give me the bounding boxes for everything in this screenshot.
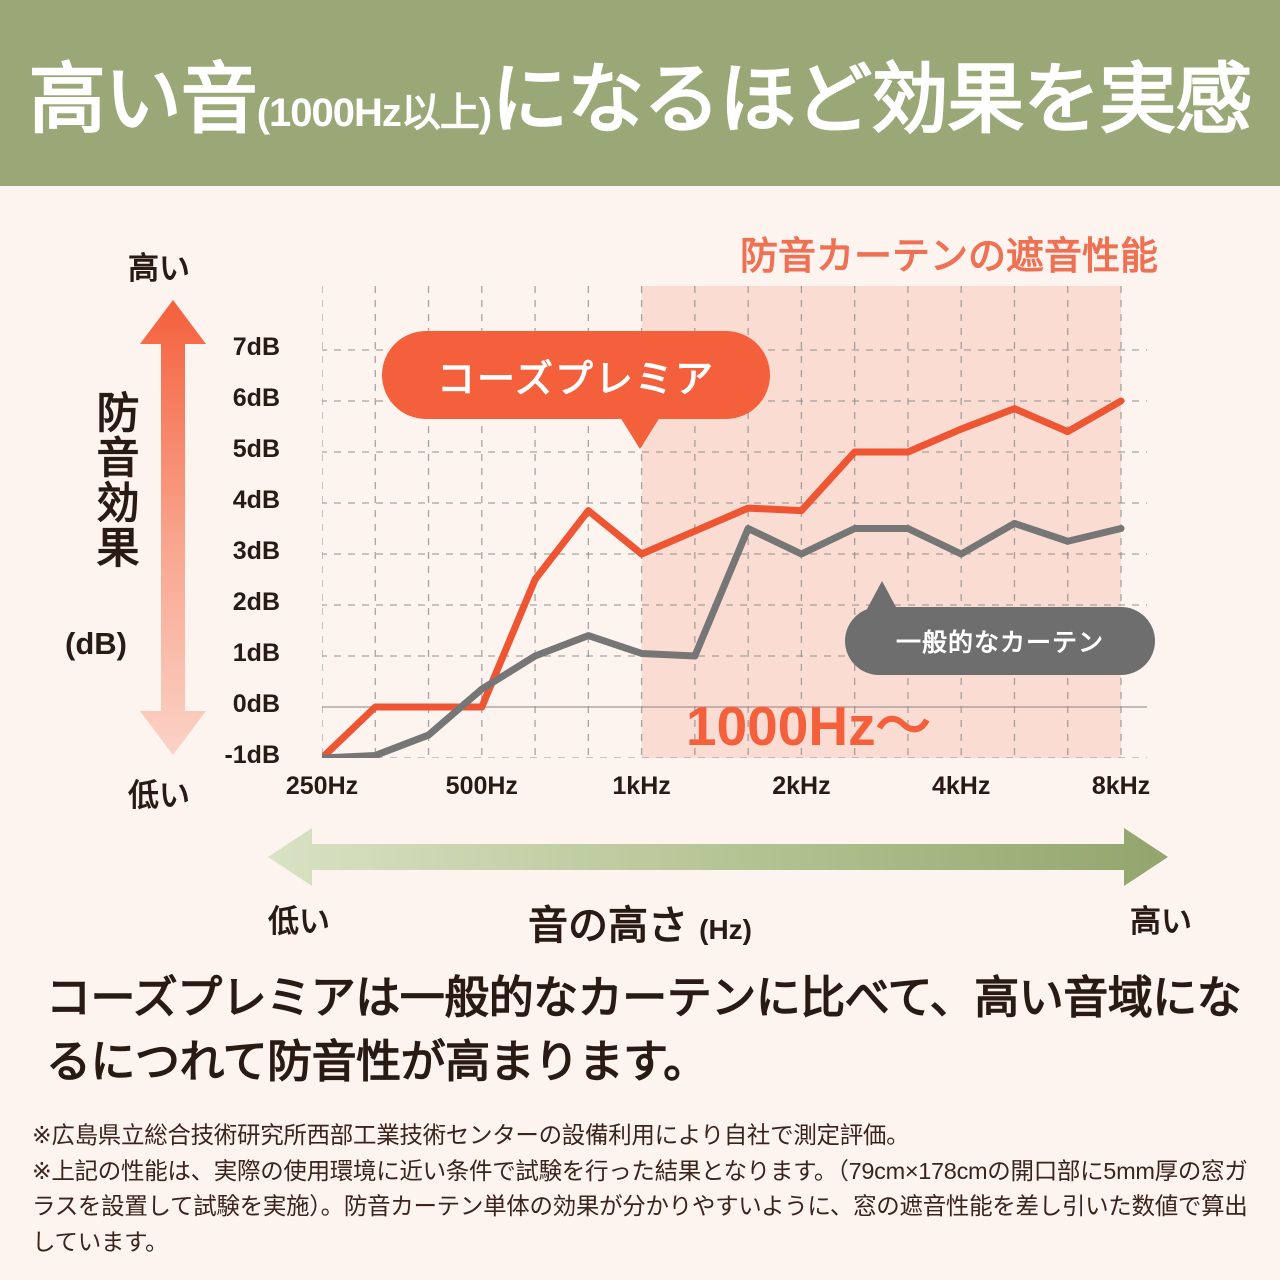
x-axis-arrow-icon [268, 826, 1168, 888]
header-title-prefix: 高い音 [28, 56, 258, 143]
y-tick-label: 3dB [232, 537, 280, 565]
x-axis-title: 音の高さ (Hz) [0, 893, 1280, 951]
y-axis-high-label: 高い [128, 251, 190, 286]
series-line-generic [322, 519, 1125, 758]
x-tick-label: 250Hz [285, 772, 359, 800]
x-axis-high-label: 高い [1130, 904, 1192, 939]
header-title-suffix: になるほど効果を実感 [491, 56, 1252, 143]
chart-title: 防音カーテンの遮音性能 [740, 236, 1159, 278]
x-tick-label: 8kHz [1091, 772, 1151, 800]
y-tick-label: 0dB [232, 690, 280, 718]
summary-caption: コーズプレミアは一般的なカーテンに比べて、高い音域になるにつれて防音性が高まりま… [46, 972, 1242, 1087]
x-axis-unit: (Hz) [699, 914, 752, 945]
x-tick-label: 500Hz [445, 772, 518, 800]
x-tick-label: 1kHz [612, 772, 671, 800]
y-tick-label: -1dB [224, 741, 280, 769]
highlight-region-label: 1000Hz〜 [686, 695, 931, 757]
y-tick-labels: 7dB 6dB 5dB 4dB 3dB 2dB 1dB 0dB -1dB [190, 0, 280, 1280]
callout-premium: コーズプレミア [382, 331, 770, 449]
x-tick-label: 2kHz [772, 772, 831, 800]
y-tick-label: 5dB [232, 435, 280, 463]
footnotes: ※広島県立総合技術研究所西部工業技術センターの設備利用により自社で測定評価。 ※上… [32, 1118, 1257, 1261]
header-banner: 高い音 (1000Hz以上) になるほど効果を実感 [0, 0, 1280, 186]
y-axis-title: 防音効果 [90, 390, 138, 570]
callout-generic: 一般的なカーテン [845, 581, 1155, 675]
footnote-line: ※広島県立総合技術研究所西部工業技術センターの設備利用により自社で測定評価。 [32, 1122, 910, 1148]
header-title-paren: (1000Hz以上) [256, 90, 493, 135]
footnote-line: ※上記の性能は、実際の使用環境に近い条件で試験を行った結果となります。（79cm… [32, 1157, 1248, 1256]
y-axis-arrow-icon [140, 300, 206, 755]
y-axis-unit: (dB) [65, 626, 127, 661]
y-axis-low-label: 低い [128, 778, 190, 813]
y-tick-label: 1dB [232, 639, 280, 667]
callout-generic-label: 一般的なカーテン [895, 629, 1104, 657]
x-axis-low-label: 低い [268, 904, 330, 939]
callout-premium-label: コーズプレミア [436, 358, 716, 401]
x-tick-label: 4kHz [932, 772, 991, 800]
x-axis-title-text: 音の高さ [528, 904, 688, 948]
y-tick-label: 2dB [232, 588, 280, 616]
header-title: 高い音 (1000Hz以上) になるほど効果を実感 [28, 38, 1253, 149]
y-tick-label: 7dB [232, 333, 280, 361]
y-tick-label: 4dB [232, 486, 280, 514]
series-line-premium [322, 397, 1125, 758]
y-tick-label: 6dB [232, 384, 280, 412]
